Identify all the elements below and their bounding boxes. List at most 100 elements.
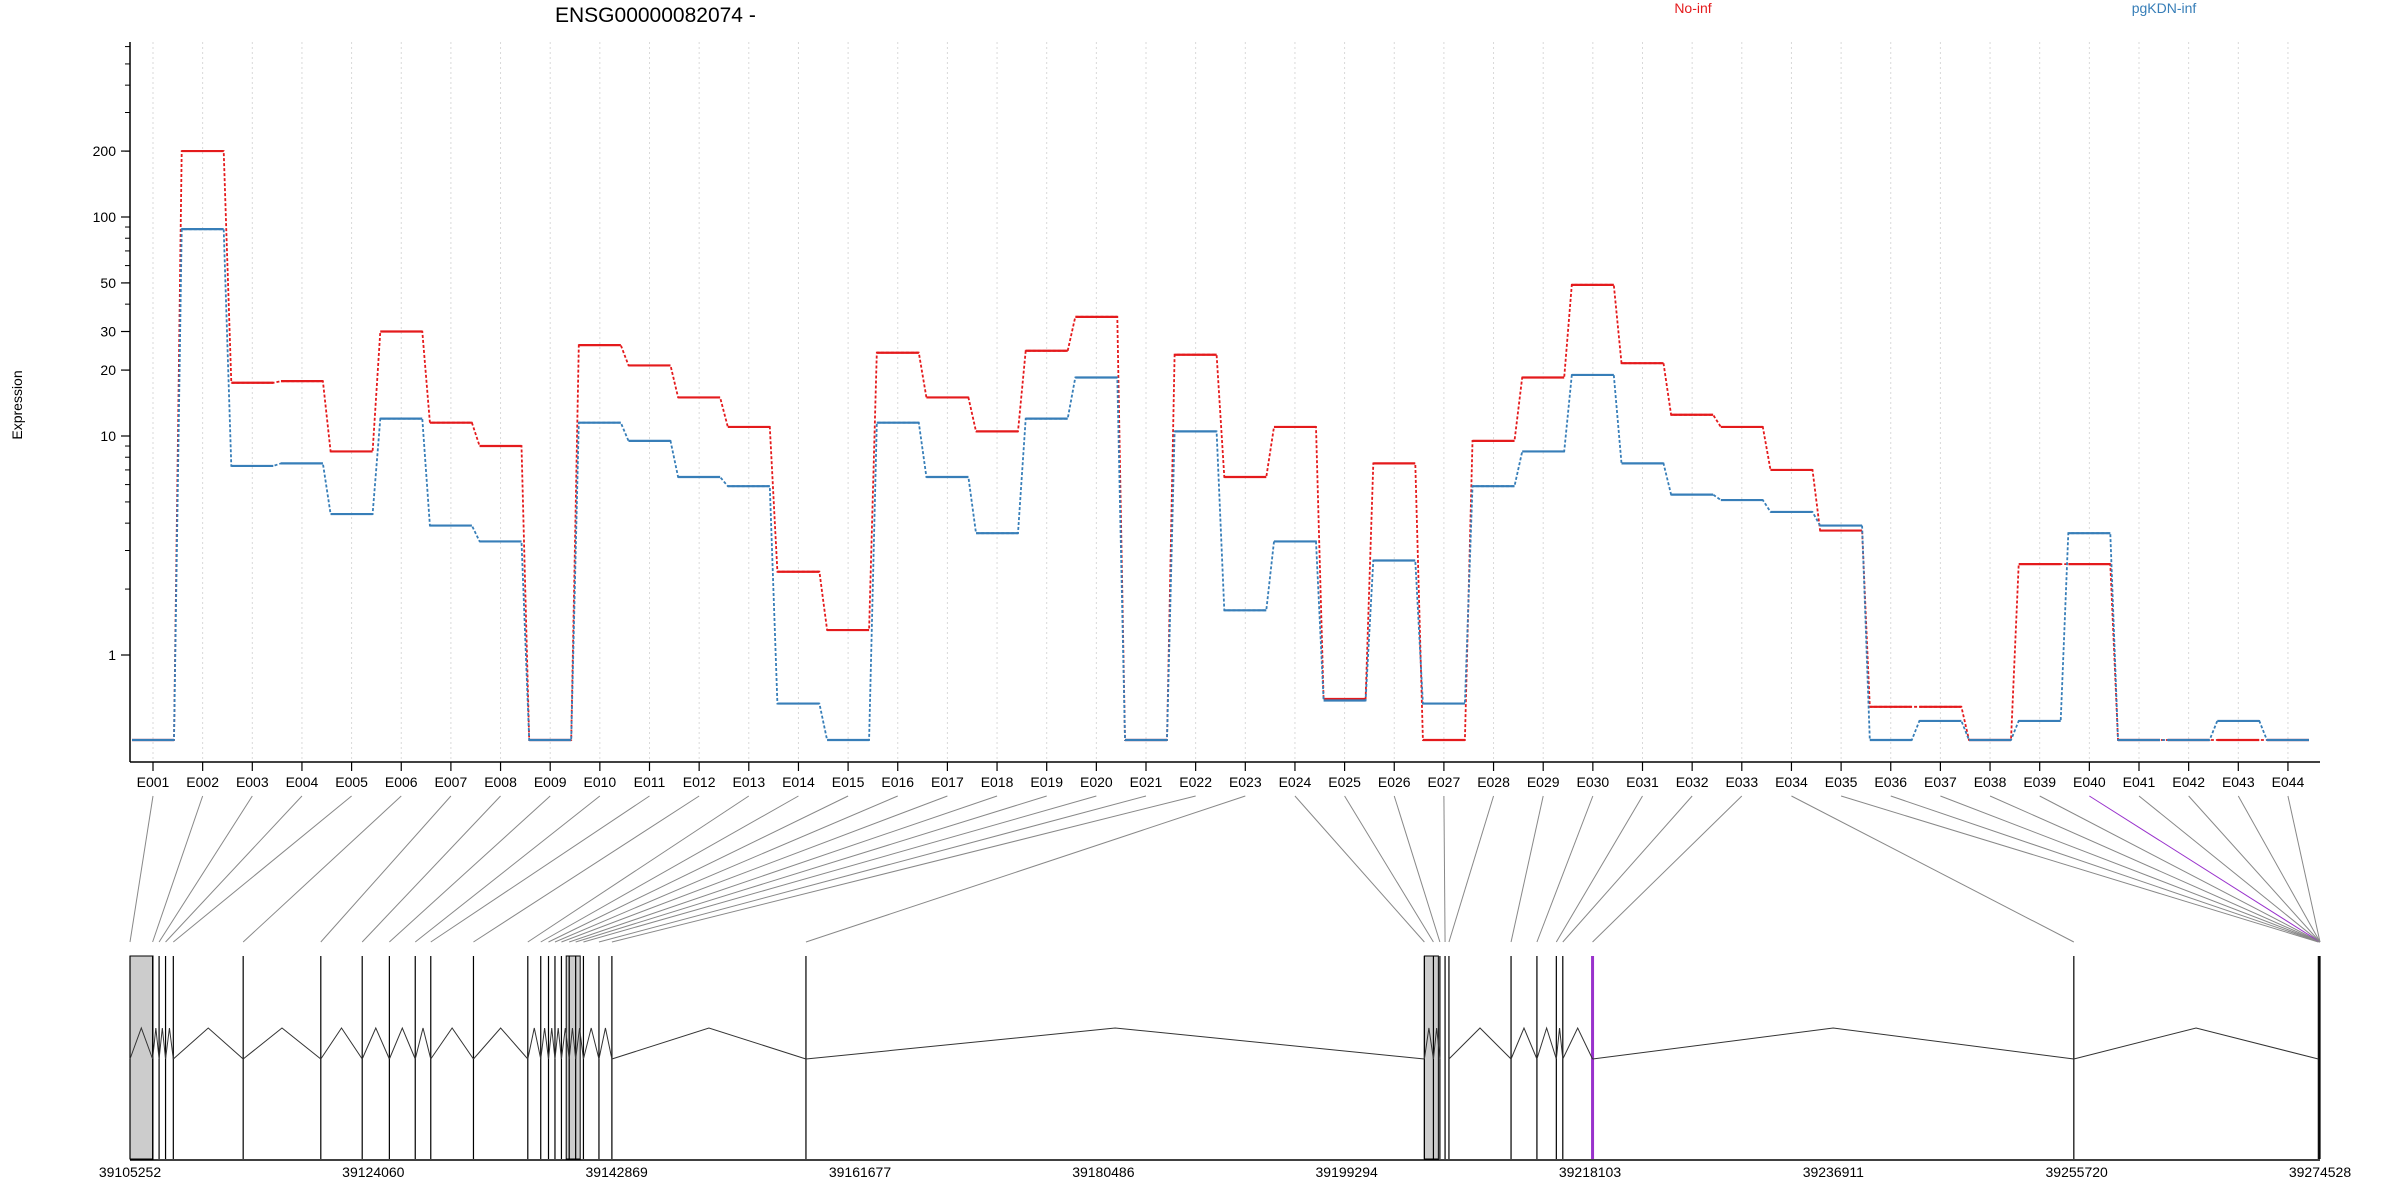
exon-connector xyxy=(1393,795,1441,943)
intron-line xyxy=(172,1027,244,1060)
exon-connector xyxy=(569,795,998,943)
series-lines xyxy=(132,149,2309,742)
x-tick-label: E012 xyxy=(683,774,716,790)
exon-connector xyxy=(430,795,650,943)
x-tick-label: E008 xyxy=(484,774,517,790)
x-tick-label: E043 xyxy=(2222,774,2255,790)
exon-connector xyxy=(414,795,601,943)
y-tick-label: 50 xyxy=(100,275,116,291)
intron-line xyxy=(598,1027,613,1060)
x-tick-label: E019 xyxy=(1030,774,1063,790)
series-line-pgkdn-inf xyxy=(132,228,2309,741)
exon-connector xyxy=(1443,795,1446,943)
exon-connector xyxy=(152,795,204,943)
intron-line xyxy=(129,1026,154,1060)
exon-connector xyxy=(320,795,452,943)
exon-connector xyxy=(1562,795,1693,943)
genomic-tick-label: 39124060 xyxy=(342,1164,405,1180)
intron-line xyxy=(2073,1027,2319,1060)
exon-connector xyxy=(1989,795,2321,943)
exon-block xyxy=(129,955,154,1160)
x-tick-label: E031 xyxy=(1626,774,1659,790)
intron-line xyxy=(414,1027,432,1060)
x-tick-label: E026 xyxy=(1378,774,1411,790)
intron-line xyxy=(1510,1026,1538,1060)
x-tick-label: E004 xyxy=(286,774,319,790)
exon-connector xyxy=(361,795,501,943)
x-tick-label: E010 xyxy=(583,774,616,790)
exon-connector xyxy=(2287,795,2321,943)
x-tick-label: E009 xyxy=(534,774,567,790)
x-tick-label: E024 xyxy=(1279,774,1312,790)
x-tick-label: E001 xyxy=(137,774,170,790)
exon-connector xyxy=(172,795,352,943)
legend-no-inf: No-inf xyxy=(1674,0,1711,16)
y-tick-label: 200 xyxy=(93,143,117,159)
intron-line xyxy=(568,1027,577,1060)
intron-line xyxy=(152,1027,160,1060)
exon-connector xyxy=(1555,795,1643,943)
x-tick-label: E040 xyxy=(2073,774,2106,790)
intron-line xyxy=(361,1026,390,1060)
exon-connector xyxy=(805,795,1246,943)
intron-line xyxy=(540,1027,549,1060)
y-tick-label: 20 xyxy=(100,362,116,378)
x-tick-label: E020 xyxy=(1080,774,1113,790)
intron-line xyxy=(560,1027,570,1060)
genomic-tick-label: 39199294 xyxy=(1316,1164,1379,1180)
intron-line xyxy=(527,1027,542,1060)
genomic-tick-label: 39255720 xyxy=(2046,1164,2109,1180)
exon-connector xyxy=(554,795,898,943)
exon-connector xyxy=(548,795,849,943)
intron-line xyxy=(320,1027,363,1060)
exon-connector xyxy=(2039,795,2321,943)
x-tick-label: E041 xyxy=(2123,774,2156,790)
exon-connector xyxy=(527,795,750,943)
intron-line xyxy=(165,1027,174,1060)
exon-connector xyxy=(242,795,402,943)
x-tick-label: E027 xyxy=(1428,774,1461,790)
x-tick-label: E015 xyxy=(832,774,865,790)
intron-line xyxy=(158,1027,167,1060)
exon-connectors xyxy=(129,795,2321,943)
exon-connector xyxy=(129,795,154,943)
x-axis: E001 E002 E003 E004 E005 E006 E007 E008 E009 E010… xyxy=(130,761,2320,790)
intron-line xyxy=(548,1027,556,1060)
exon-connector xyxy=(389,795,551,943)
exon-connector xyxy=(165,795,303,943)
series-line-no-inf xyxy=(132,150,2309,741)
x-tick-label: E028 xyxy=(1477,774,1510,790)
genomic-tick-label: 39105252 xyxy=(99,1164,162,1180)
x-tick-label: E035 xyxy=(1825,774,1858,790)
genomic-tick-label: 39142869 xyxy=(586,1164,649,1180)
exon-connector xyxy=(1344,795,1434,943)
intron-line xyxy=(1536,1026,1557,1060)
intron-line xyxy=(1555,1027,1564,1060)
legend-pgkdn-inf: pgKDN-inf xyxy=(2132,0,2197,16)
genomic-tick-label: 39161677 xyxy=(829,1164,892,1180)
intron-line xyxy=(242,1027,322,1060)
exon-connector xyxy=(1448,795,1495,943)
x-tick-label: E042 xyxy=(2172,774,2205,790)
x-tick-label: E036 xyxy=(1874,774,1907,790)
x-tick-label: E014 xyxy=(782,774,815,790)
genomic-tick-label: 39236911 xyxy=(1803,1164,1864,1180)
y-tick-label: 100 xyxy=(93,209,117,225)
intron-line xyxy=(430,1027,474,1060)
y-axis-label: Expression xyxy=(9,370,25,439)
intron-line xyxy=(611,1027,807,1060)
exon-connector xyxy=(1791,795,2075,943)
exon-connector xyxy=(473,795,700,943)
exon-connector xyxy=(598,795,1147,943)
x-tick-label: E021 xyxy=(1130,774,1163,790)
exon-connector xyxy=(2089,795,2321,943)
intron-line xyxy=(554,1027,562,1060)
x-tick-label: E017 xyxy=(931,774,964,790)
x-tick-label: E025 xyxy=(1328,774,1361,790)
x-tick-label: E037 xyxy=(1924,774,1957,790)
y-tick-label: 1 xyxy=(108,647,116,663)
exon-connector xyxy=(575,795,1047,943)
intron-line xyxy=(1592,1027,2074,1060)
chart-title: ENSG00000082074 - xyxy=(555,4,756,27)
genomic-tick-label: 39274528 xyxy=(2289,1164,2352,1180)
